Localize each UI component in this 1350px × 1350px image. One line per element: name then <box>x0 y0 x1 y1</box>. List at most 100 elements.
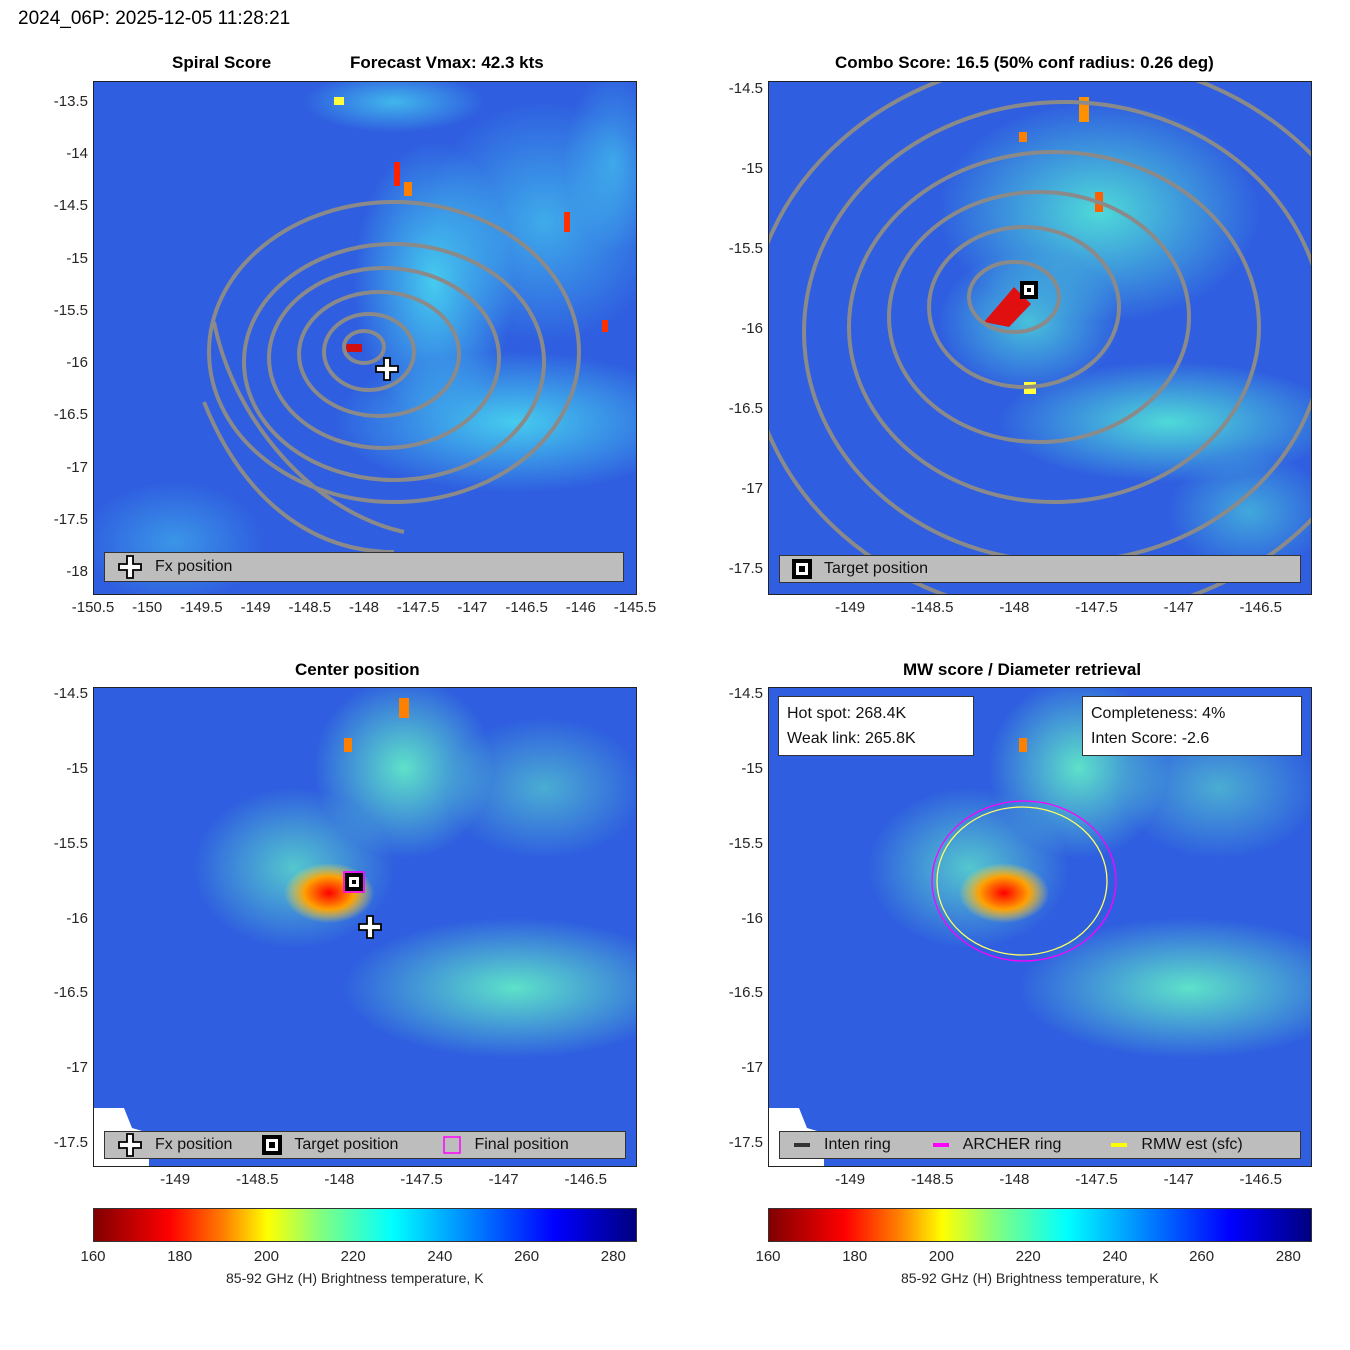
legend-label: Fx position <box>155 1136 233 1153</box>
spiral-legend: Fx position <box>104 552 624 582</box>
y-tick-label: -15.5 <box>728 240 763 257</box>
y-tick-label: -17.5 <box>53 1133 88 1151</box>
plus-icon <box>374 357 399 382</box>
y-tick-label: -15.5 <box>53 301 88 319</box>
square-marker-icon <box>262 1135 283 1155</box>
final-position-marker <box>342 871 365 893</box>
x-tick-label: -148.5 <box>910 1171 954 1188</box>
y-tick-label: -15.5 <box>728 834 763 852</box>
colorbar-tick-label: 200 <box>253 1248 279 1265</box>
y-tick-label: -15.5 <box>53 834 88 852</box>
x-tick-label: -149 <box>160 1171 191 1188</box>
colorbar-tick-label: 220 <box>1015 1248 1041 1265</box>
combo-title: Combo Score: 16.5 (50% conf radius: 0.26… <box>835 53 1214 72</box>
x-tick-label: -148.5 <box>288 599 332 616</box>
x-tick-label: -149 <box>835 599 866 616</box>
center-position-plot <box>93 687 637 1167</box>
legend-label: Final position <box>474 1136 569 1153</box>
colorbar-tick-label: 240 <box>1102 1248 1128 1265</box>
colorbar-tick-label: 240 <box>427 1248 453 1265</box>
completeness-text: Completeness: 4% <box>1091 705 1226 722</box>
plus-icon <box>118 555 142 579</box>
y-tick-label: -17.5 <box>53 510 88 528</box>
y-tick-label: -17 <box>66 1058 88 1076</box>
mw-legend: Inten ring ARCHER ring RMW est (sfc) <box>779 1131 1301 1159</box>
x-tick-label: -149.5 <box>180 599 223 616</box>
x-tick-label: -147 <box>457 599 488 616</box>
y-tick-label: -16.5 <box>728 984 763 1002</box>
legend-archer-ring: ARCHER ring <box>931 1136 1061 1154</box>
mw-title: MW score / Diameter retrieval <box>903 660 1142 679</box>
x-tick-label: -149 <box>240 599 271 616</box>
x-tick-label: -150.5 <box>71 599 115 616</box>
y-tick-label: -14.5 <box>728 685 763 703</box>
x-tick-label: -148 <box>999 599 1030 616</box>
colorbar-tick-label: 280 <box>600 1248 626 1265</box>
mw-score-plot <box>768 687 1312 1167</box>
rmw-ring <box>936 806 1108 956</box>
x-tick-label: -147.5 <box>400 1171 443 1188</box>
mw-plot-svg <box>769 688 1311 1166</box>
x-tick-label: -147.5 <box>1075 599 1118 616</box>
legend-label: Fx position <box>155 558 233 575</box>
inten-score-text: Inten Score: -2.6 <box>1091 730 1210 747</box>
plus-icon <box>118 1133 142 1157</box>
x-tick-label: -150 <box>132 599 163 616</box>
dark-line-icon <box>794 1143 810 1147</box>
y-tick-label: -15 <box>66 249 88 267</box>
spiral-plot-svg <box>94 82 636 594</box>
x-tick-label: -148 <box>999 1171 1030 1188</box>
colorbar-left-label: 85-92 GHz (H) Brightness temperature, K <box>226 1270 484 1286</box>
legend-fx-position: Fx position <box>117 1132 232 1158</box>
x-tick-label: -147.5 <box>1075 1171 1118 1188</box>
x-tick-label: -148.5 <box>235 1171 279 1188</box>
fx-position-marker <box>357 914 383 940</box>
mw-rings <box>931 800 1117 962</box>
mw-info-right: Completeness: 4% Inten Score: -2.6 <box>1082 696 1302 756</box>
y-tick-label: -17 <box>741 1058 763 1076</box>
colorbar-tick-label: 180 <box>842 1248 868 1265</box>
combo-score-plot <box>768 81 1312 595</box>
x-tick-label: -149 <box>835 1171 866 1188</box>
y-tick-label: -16.5 <box>728 400 763 417</box>
colorbar-right-label: 85-92 GHz (H) Brightness temperature, K <box>901 1270 1159 1286</box>
colorbar-tick-label: 220 <box>340 1248 366 1265</box>
colorbar-tick-label: 260 <box>514 1248 540 1265</box>
magenta-line-icon <box>932 1143 949 1147</box>
x-tick-label: -147.5 <box>396 599 440 616</box>
legend-label: Target position <box>294 1136 399 1153</box>
square-marker-icon <box>792 559 812 579</box>
legend-rmw-est: RMW est (sfc) <box>1109 1136 1243 1154</box>
y-tick-label: -17 <box>66 458 88 476</box>
y-tick-label: -16.5 <box>53 406 88 424</box>
x-tick-label: -148 <box>324 1171 355 1188</box>
y-tick-label: -14.5 <box>53 685 88 703</box>
magenta-square-icon <box>443 1136 462 1154</box>
fx-position-marker <box>374 356 400 382</box>
weak-link-text: Weak link: 265.8K <box>787 730 916 747</box>
spiral-contours <box>202 200 581 554</box>
spiral-vmax-title: Forecast Vmax: 42.3 kts <box>350 53 544 72</box>
plus-icon <box>358 915 382 939</box>
colorbar-tick-label: 160 <box>80 1248 106 1265</box>
colorbar-left <box>93 1208 637 1242</box>
target-position-marker <box>1019 281 1038 299</box>
square-marker-icon <box>1019 281 1038 299</box>
center-legend: Fx position Target position Final positi… <box>104 1131 626 1159</box>
x-tick-label: -146.5 <box>505 599 548 616</box>
y-tick-label: -14.5 <box>728 80 763 97</box>
x-tick-label: -148.5 <box>910 599 954 616</box>
y-tick-label: -16 <box>741 909 763 927</box>
y-tick-label: -14 <box>66 145 88 163</box>
legend-target-position: Target position <box>792 559 928 579</box>
y-tick-label: -16.5 <box>53 984 88 1002</box>
y-tick-label: -15 <box>741 160 763 177</box>
colorbar-right <box>768 1208 1312 1242</box>
x-tick-label: -145.5 <box>613 599 657 616</box>
x-tick-label: -146.5 <box>1239 599 1282 616</box>
legend-inten-ring: Inten ring <box>792 1136 891 1154</box>
legend-fx-position: Fx position <box>117 554 232 580</box>
combo-legend: Target position <box>779 555 1301 583</box>
magenta-square-icon <box>342 871 365 893</box>
mw-info-left: Hot spot: 268.4K Weak link: 265.8K <box>778 696 974 756</box>
